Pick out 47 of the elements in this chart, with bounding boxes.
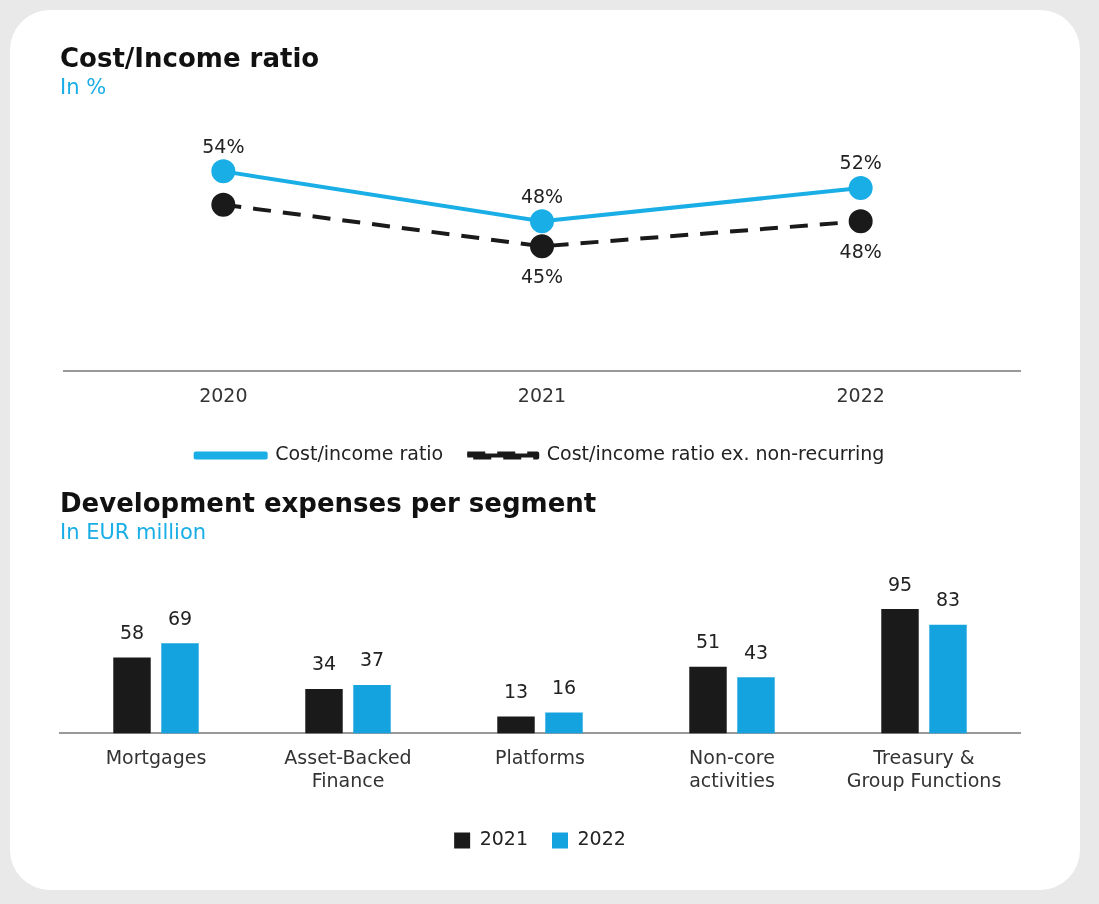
x-tick-label: 2020 bbox=[199, 383, 248, 406]
x-tick-label: Mortgages bbox=[105, 745, 207, 768]
bar bbox=[113, 657, 151, 734]
bar bbox=[353, 684, 391, 734]
data-label: 13 bbox=[503, 679, 529, 702]
point bbox=[530, 234, 554, 259]
data-label: 45% bbox=[520, 264, 564, 287]
data-label: 37 bbox=[359, 648, 385, 671]
data-label: 69 bbox=[167, 606, 193, 629]
data-label: 95 bbox=[887, 572, 913, 595]
point bbox=[848, 176, 873, 201]
bar bbox=[545, 712, 583, 734]
data-label: 51 bbox=[695, 630, 721, 653]
bar bbox=[497, 716, 535, 734]
chart-title: Development expenses per segment bbox=[60, 488, 597, 519]
data-label: 48% bbox=[520, 184, 564, 207]
bar bbox=[881, 609, 919, 734]
bar bbox=[161, 643, 199, 734]
x-tick-label: Non-core activities bbox=[689, 745, 775, 791]
data-label: 16 bbox=[551, 675, 577, 698]
data-label: 34 bbox=[311, 652, 337, 675]
data-label: 48% bbox=[839, 239, 882, 262]
legend-label: 2021 bbox=[479, 827, 529, 850]
bar bbox=[689, 666, 727, 734]
data-label: 52% bbox=[839, 151, 882, 174]
legend-label: Cost/income ratio bbox=[275, 442, 444, 465]
bar bbox=[305, 688, 343, 734]
data-label: 83 bbox=[935, 588, 961, 611]
data-label: 43 bbox=[743, 640, 769, 663]
data-label: 58 bbox=[119, 620, 145, 643]
chart-title: Cost/Income ratio bbox=[60, 43, 320, 74]
point bbox=[530, 209, 554, 234]
x-tick-label: 2021 bbox=[517, 383, 567, 406]
chart-subtitle: In EUR million bbox=[60, 520, 207, 545]
x-tick-label: Treasury & Group Functions bbox=[846, 745, 1002, 791]
point bbox=[211, 159, 236, 184]
x-tick-label: 2022 bbox=[836, 383, 885, 406]
legend-label: 2022 bbox=[577, 827, 626, 850]
x-tick-label: Asset-Backed Finance bbox=[284, 745, 412, 791]
bar bbox=[737, 677, 775, 734]
point bbox=[848, 209, 873, 234]
chart-subtitle: In % bbox=[60, 75, 107, 100]
data-label: 54% bbox=[202, 134, 245, 157]
legend-label: Cost/income ratio ex. non-recurring bbox=[546, 442, 885, 465]
x-tick-label: Platforms bbox=[494, 745, 586, 768]
point bbox=[211, 192, 236, 217]
bar bbox=[929, 624, 967, 734]
